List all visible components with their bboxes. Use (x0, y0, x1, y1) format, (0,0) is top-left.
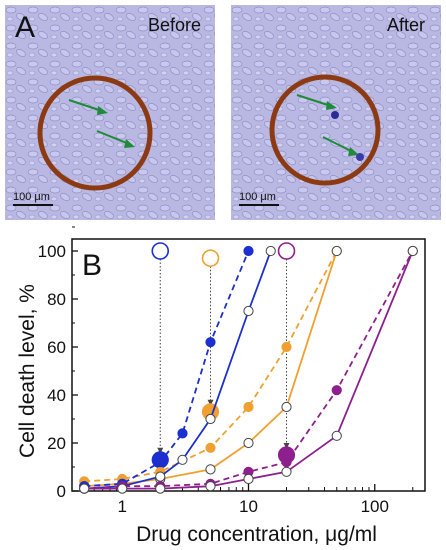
series-line (84, 250, 250, 488)
after-label: After (386, 15, 425, 35)
micrograph-after-image (231, 5, 441, 220)
y-tick-label: 20 (47, 434, 66, 453)
data-point (331, 430, 342, 441)
scale-label-after: 100 μm (239, 191, 276, 203)
data-point (265, 245, 276, 257)
annotation-arrowhead (207, 399, 214, 406)
highlight-circle (37, 75, 153, 191)
data-point (205, 442, 216, 453)
y-tick-label: 60 (47, 338, 66, 357)
annotation-open-circle (201, 249, 220, 268)
data-point (281, 401, 292, 413)
scale-bar-after (239, 204, 279, 206)
arrow-icon (326, 101, 337, 110)
plot-frame (71, 238, 426, 492)
annotation-arrowhead (283, 443, 290, 449)
x-tick-label: 10 (239, 497, 258, 516)
y-tick-label: 100 (38, 242, 66, 261)
series-line (84, 250, 414, 490)
stained-cell (331, 111, 339, 119)
data-point (155, 471, 166, 482)
data-point (79, 483, 90, 494)
micrograph-after: After 100 μm (231, 5, 441, 220)
scale-bar-before (13, 204, 53, 206)
cell-death-chart: 0 20 40 60 80 100 1 10 100 Drug concentration, μg… (16, 226, 426, 546)
data-point (243, 437, 254, 449)
data-point (243, 245, 254, 257)
before-label: Before (147, 15, 201, 35)
data-point (243, 305, 254, 317)
highlight-circle (269, 74, 381, 186)
y-tick-label: 80 (47, 290, 66, 309)
series-line (84, 250, 272, 490)
data-point (205, 337, 216, 348)
annotation-arrowhead (157, 447, 164, 454)
data-point (281, 341, 292, 353)
data-point (281, 457, 292, 468)
data-point (205, 413, 216, 425)
annotation-open-circle (151, 242, 170, 260)
arrow-icon (124, 139, 135, 148)
data-point (205, 481, 216, 492)
series-line (84, 250, 414, 490)
x-axis-label: Drug concentration, μg/ml (136, 523, 377, 546)
arrow-icon (97, 106, 108, 115)
data-point (281, 466, 292, 477)
panel-letter-a: A (15, 11, 36, 44)
data-point (243, 473, 254, 485)
scale-label-before: 100 μm (13, 191, 50, 203)
y-tick-label: 40 (47, 386, 66, 405)
data-point (331, 385, 342, 396)
x-tick-label: 100 (361, 497, 389, 516)
micrograph-before-image (5, 5, 215, 220)
y-axis-label: Cell death level, % (16, 284, 39, 458)
y-tick-label: 0 (57, 482, 66, 501)
stained-cell (356, 153, 364, 161)
data-point (117, 483, 128, 494)
data-point (155, 457, 166, 468)
data-point (177, 454, 188, 465)
data-point (177, 428, 188, 439)
data-point (407, 245, 418, 257)
arrow-icon (348, 147, 359, 156)
data-point (205, 464, 216, 475)
micrograph-before: A Before 100 μm (5, 5, 215, 220)
data-point (331, 245, 342, 257)
data-point (243, 401, 254, 413)
data-point (155, 483, 166, 494)
panel-letter-b: B (82, 249, 102, 282)
x-tick-label: 1 (118, 497, 127, 516)
annotation-open-circle (277, 242, 296, 260)
